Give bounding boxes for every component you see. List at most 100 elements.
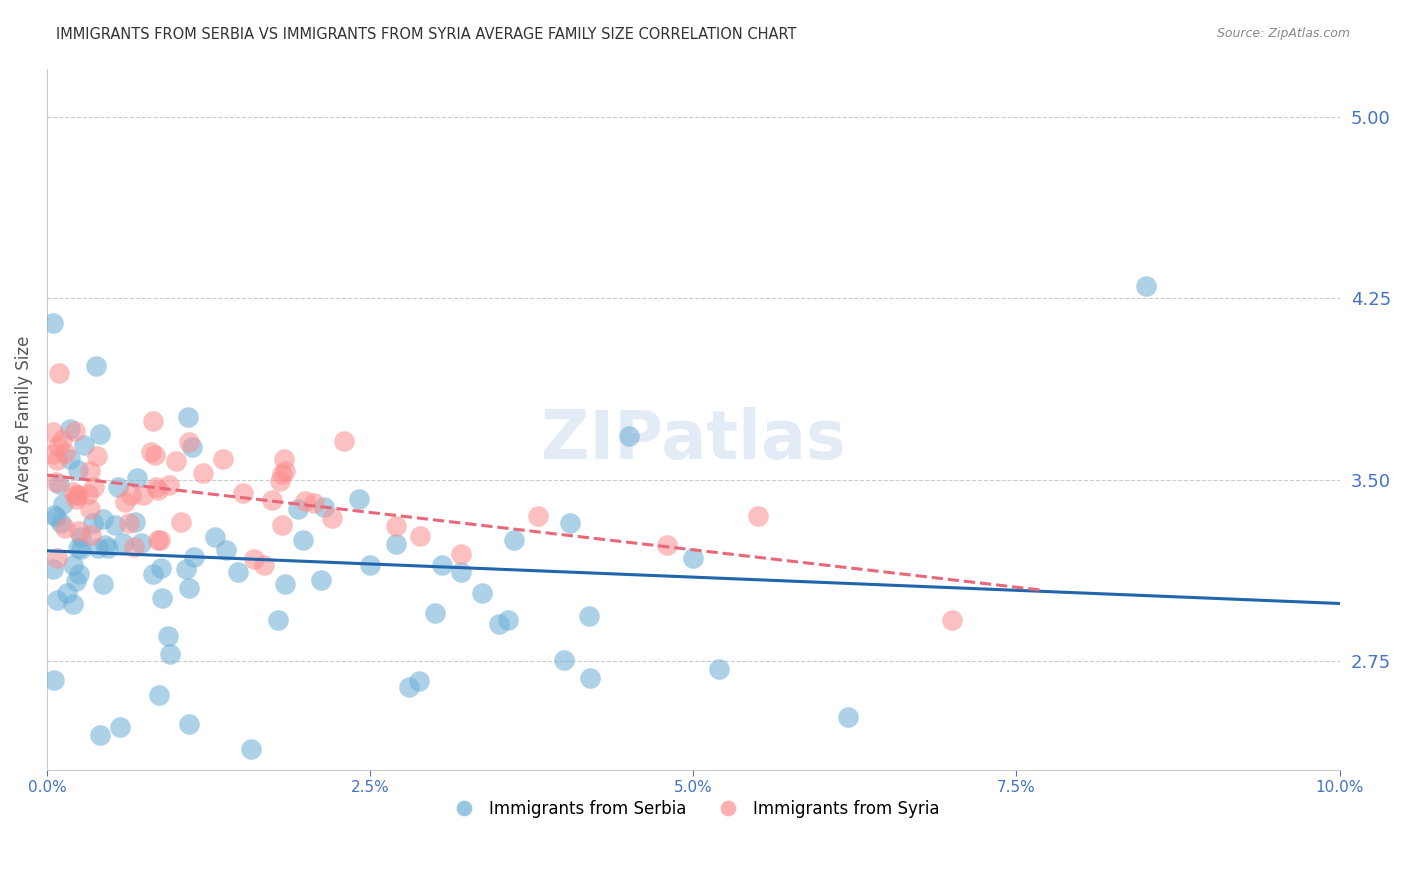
Point	[292, 533, 315, 548]
Point	[63, 424, 86, 438]
Point	[157, 478, 180, 492]
Point	[553, 653, 575, 667]
Point	[432, 558, 454, 572]
Point	[274, 464, 297, 478]
Point	[159, 648, 181, 662]
Point	[45, 475, 67, 490]
Point	[70, 530, 93, 544]
Point	[385, 519, 408, 533]
Point	[42, 425, 65, 439]
Point	[181, 440, 204, 454]
Point	[120, 488, 142, 502]
Point	[139, 445, 162, 459]
Point	[67, 463, 90, 477]
Point	[86, 450, 108, 464]
Point	[46, 439, 69, 453]
Point	[682, 551, 704, 566]
Point	[359, 558, 381, 573]
Point	[65, 574, 87, 588]
Point	[67, 524, 90, 538]
Point	[242, 551, 264, 566]
Point	[94, 538, 117, 552]
Point	[132, 488, 155, 502]
Point	[108, 720, 131, 734]
Point	[232, 485, 254, 500]
Point	[450, 547, 472, 561]
Point	[65, 491, 87, 506]
Point	[347, 491, 370, 506]
Point	[193, 466, 215, 480]
Point	[97, 541, 120, 555]
Point	[1135, 279, 1157, 293]
Point	[142, 414, 165, 428]
Point	[53, 446, 76, 460]
Point	[179, 582, 201, 596]
Point	[150, 591, 173, 605]
Point	[385, 536, 408, 550]
Point	[226, 565, 249, 579]
Point	[157, 629, 180, 643]
Point	[66, 488, 89, 502]
Point	[837, 710, 859, 724]
Point	[73, 438, 96, 452]
Point	[84, 359, 107, 373]
Text: ZIPatlas: ZIPatlas	[541, 408, 845, 474]
Point	[42, 562, 65, 576]
Point	[131, 535, 153, 549]
Point	[114, 495, 136, 509]
Point	[309, 573, 332, 587]
Point	[294, 493, 316, 508]
Point	[107, 480, 129, 494]
Point	[408, 674, 430, 689]
Point	[62, 597, 84, 611]
Point	[124, 515, 146, 529]
Point	[148, 688, 170, 702]
Point	[143, 448, 166, 462]
Point	[79, 464, 101, 478]
Point	[53, 521, 76, 535]
Point	[423, 606, 446, 620]
Point	[269, 474, 291, 488]
Point	[253, 558, 276, 573]
Point	[177, 409, 200, 424]
Point	[82, 516, 104, 530]
Point	[79, 502, 101, 516]
Point	[304, 496, 326, 510]
Point	[44, 508, 66, 522]
Point	[118, 516, 141, 530]
Point	[709, 662, 731, 676]
Point	[122, 540, 145, 554]
Point	[42, 447, 65, 461]
Point	[271, 517, 294, 532]
Y-axis label: Average Family Size: Average Family Size	[15, 336, 32, 502]
Point	[312, 500, 335, 515]
Point	[76, 487, 98, 501]
Point	[46, 453, 69, 467]
Point	[56, 586, 79, 600]
Text: IMMIGRANTS FROM SERBIA VS IMMIGRANTS FROM SYRIA AVERAGE FAMILY SIZE CORRELATION : IMMIGRANTS FROM SERBIA VS IMMIGRANTS FRO…	[56, 27, 797, 42]
Point	[488, 616, 510, 631]
Point	[321, 511, 343, 525]
Point	[62, 485, 84, 500]
Point	[69, 541, 91, 556]
Point	[83, 480, 105, 494]
Point	[149, 561, 172, 575]
Point	[65, 488, 87, 502]
Point	[59, 422, 82, 436]
Point	[177, 717, 200, 731]
Point	[91, 577, 114, 591]
Point	[287, 502, 309, 516]
Point	[177, 434, 200, 449]
Point	[165, 454, 187, 468]
Point	[91, 512, 114, 526]
Point	[46, 550, 69, 565]
Point	[145, 480, 167, 494]
Point	[747, 509, 769, 524]
Point	[262, 493, 284, 508]
Point	[274, 577, 297, 591]
Point	[450, 565, 472, 579]
Point	[125, 471, 148, 485]
Point	[51, 433, 73, 447]
Point	[67, 566, 90, 581]
Point	[104, 517, 127, 532]
